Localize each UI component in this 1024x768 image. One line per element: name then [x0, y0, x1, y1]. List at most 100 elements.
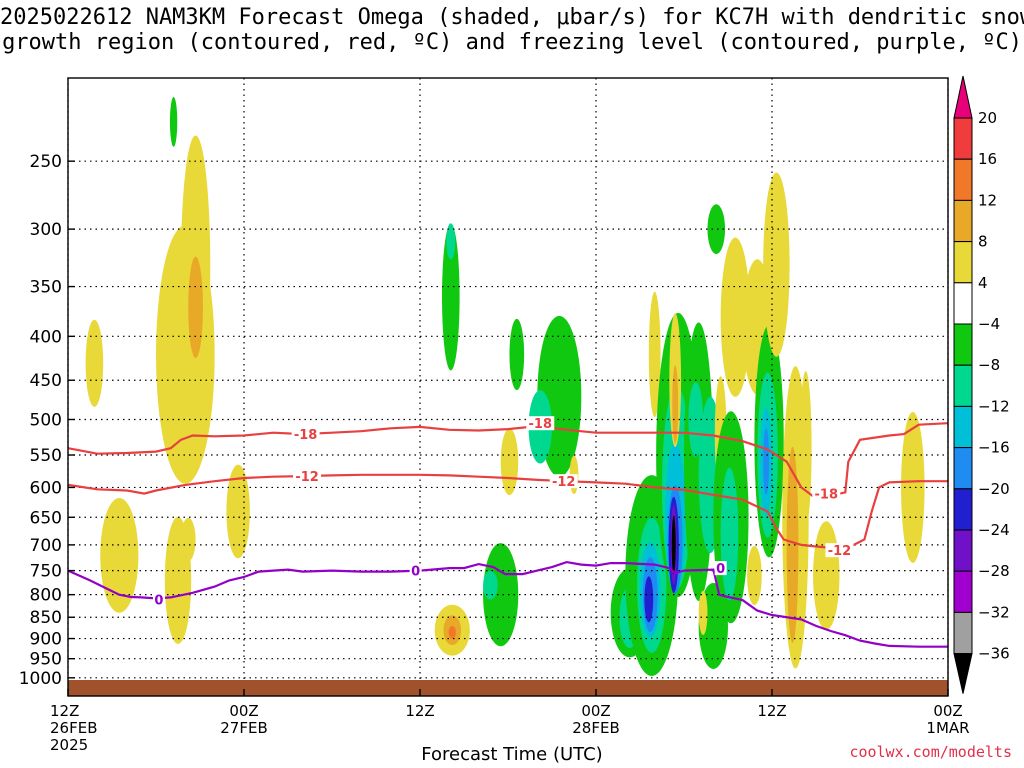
contour-label-0-1: -18 [529, 417, 553, 432]
contour-label-2-0: 0 [154, 593, 163, 608]
colorbar-seg-6 [953, 323, 973, 366]
colorbar-seg-12 [953, 570, 973, 613]
y-tick-label-850: 850 [30, 608, 62, 628]
chart-title-line2: growth region (contoured, red, ºC) and f… [2, 30, 1022, 55]
colorbar-label-3: 8 [978, 233, 988, 251]
colorbar-label-12: −32 [978, 603, 1010, 621]
omega-cell-9 [442, 223, 460, 371]
omega-cell-2 [188, 256, 203, 358]
colorbar-label-1: 16 [978, 150, 997, 168]
omega-cell-53 [763, 428, 770, 496]
omega-cell-48 [747, 546, 762, 606]
colorbar-seg-10 [953, 488, 973, 531]
omega-cell-6 [180, 517, 196, 562]
omega-cell-58 [813, 521, 840, 630]
colorbar-label-0: 20 [978, 109, 997, 127]
y-axis-ticks: 2503003504004505005506006507007508008509… [19, 152, 75, 689]
colorbar-seg-13 [953, 611, 973, 655]
colorbar-seg-7 [953, 364, 973, 407]
y-tick-label-350: 350 [30, 278, 62, 298]
x-tick-label-48-0: 12Z [757, 702, 786, 720]
site-credit: coolwx.com/modelts [849, 743, 1012, 761]
x-tick-label-36-1: 28FEB [572, 719, 619, 737]
contour-line-2 [67, 560, 948, 648]
x-axis-label: Forecast Time (UTC) [421, 744, 603, 765]
colorbar-seg-5 [953, 282, 973, 325]
plot-border [67, 77, 949, 697]
omega-cell-42 [707, 204, 726, 254]
y-tick-label-700: 700 [30, 536, 62, 556]
colorbar-seg-3 [953, 199, 973, 243]
omega-cell-18 [483, 543, 519, 647]
y-tick-label-650: 650 [30, 508, 62, 528]
omega-cell-37 [672, 365, 679, 444]
x-tick-label-36-0: 00Z [581, 702, 610, 720]
x-tick-label-0-2: 2025 [50, 736, 88, 754]
x-tick-label-60-0: 00Z [933, 702, 962, 720]
y-tick-label-800: 800 [30, 586, 62, 606]
x-tick-label-60-1: 1MAR [926, 719, 969, 737]
y-tick-label-1000: 1000 [19, 669, 62, 689]
contour-label-0-0: -18 [294, 428, 318, 443]
terrain-ground [68, 680, 948, 696]
contour-label-bg [291, 427, 320, 442]
contour-label-bg [549, 474, 578, 489]
contour-label-bg [812, 486, 841, 501]
contour-label-1-1: -12 [552, 475, 576, 490]
x-tick-label-12-1: 27FEB [220, 719, 267, 737]
colorbar-label-13: −36 [978, 645, 1010, 663]
y-tick-label-600: 600 [30, 478, 62, 498]
omega-cell-54 [763, 172, 790, 357]
colorbar-label-10: −24 [978, 521, 1010, 539]
colorbar-bottom-arrow [953, 653, 973, 694]
y-tick-label-250: 250 [30, 152, 62, 172]
contour-label-bg [825, 543, 854, 558]
contour-label-1-0: -12 [295, 470, 319, 485]
omega-cell-27 [644, 576, 654, 623]
contour-label-bg [409, 563, 422, 578]
y-tick-label-450: 450 [30, 371, 62, 391]
colorbar-seg-4 [953, 241, 973, 284]
colorbar-label-11: −28 [978, 562, 1010, 580]
omega-cell-8 [169, 97, 178, 147]
y-tick-label-500: 500 [30, 410, 62, 430]
plot-frame [67, 77, 949, 697]
omega-shading-layer [85, 97, 925, 676]
omega-cell-46 [698, 590, 708, 636]
colorbar-label-5: −4 [978, 315, 1000, 333]
colorbar-seg-8 [953, 405, 973, 449]
contour-label-bg [526, 416, 555, 431]
y-tick-label-550: 550 [30, 446, 62, 466]
omega-cell-10 [446, 223, 456, 260]
colorbar-label-2: 12 [978, 191, 997, 209]
omega-cell-4 [100, 497, 139, 613]
terrain-band [68, 680, 948, 696]
y-tick-label-750: 750 [30, 562, 62, 582]
x-tick-label-0-0: 12Z [50, 702, 79, 720]
omega-cell-11 [509, 318, 525, 391]
contour-label-1-2: -12 [828, 544, 852, 559]
colorbar-label-9: −20 [978, 480, 1010, 498]
omega-cell-1 [156, 225, 215, 484]
colorbar-seg-11 [953, 529, 973, 572]
omega-cell-14 [500, 428, 519, 496]
colorbar: 20 16 12 8 4 −4 −8 −12 −16 −20 −24 −28 −32 −36 [953, 75, 1010, 694]
y-tick-label-900: 900 [30, 630, 62, 650]
omega-cell-57 [799, 371, 812, 526]
omega-cell-17 [448, 625, 456, 639]
chart-title-line1: 2025022612 NAM3KM Forecast Omega (shaded… [0, 5, 1024, 30]
colorbar-seg-2 [953, 158, 973, 201]
colorbar-label-4: 4 [978, 274, 988, 292]
contour-label-2-1: 0 [411, 565, 420, 580]
y-tick-label-950: 950 [30, 650, 62, 670]
x-tick-label-12-0: 00Z [229, 702, 258, 720]
x-tick-label-24-0: 12Z [405, 702, 434, 720]
omega-cell-3 [85, 319, 104, 407]
contour-label-0-2: -18 [815, 488, 839, 503]
omega-cell-28 [648, 291, 661, 418]
y-tick-label-400: 400 [30, 327, 62, 347]
colorbar-seg-9 [953, 447, 973, 490]
omega-cell-56 [786, 446, 799, 643]
